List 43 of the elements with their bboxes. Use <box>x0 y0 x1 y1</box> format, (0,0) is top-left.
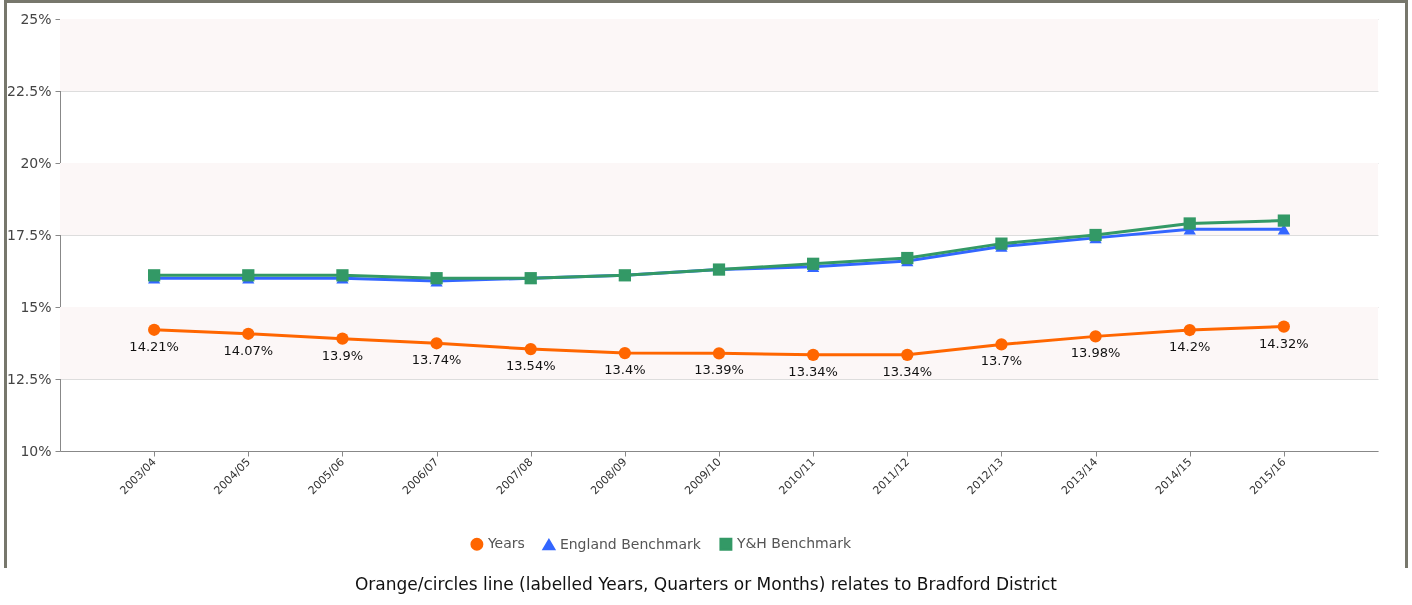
point <box>807 348 820 361</box>
data-label: 13.74% <box>411 352 462 368</box>
legend-label: Years <box>486 535 525 552</box>
y-tick-label: 17.5% <box>7 226 52 243</box>
point <box>1089 330 1102 343</box>
point <box>901 348 914 361</box>
point <box>618 346 631 360</box>
data-label: 14.21% <box>129 338 179 354</box>
point <box>1183 217 1196 230</box>
point <box>1183 323 1196 337</box>
data-label: 13.9% <box>321 347 364 363</box>
point <box>901 251 914 265</box>
data-label: 13.98% <box>1070 345 1121 361</box>
data-label: 14.32% <box>1259 335 1309 351</box>
data-label: 14.2% <box>1169 339 1211 355</box>
point <box>995 237 1008 250</box>
point <box>995 338 1008 351</box>
point <box>1277 214 1290 227</box>
legend-label: Y&H Benchmark <box>735 535 852 552</box>
y-tick-label: 15% <box>20 298 52 315</box>
point <box>712 347 726 360</box>
data-label: 13.39% <box>694 362 744 378</box>
point <box>148 323 161 336</box>
point <box>807 257 820 270</box>
data-label: 13.54% <box>505 358 556 374</box>
point <box>1277 320 1290 333</box>
y-tick-label: 25% <box>20 10 52 27</box>
point <box>242 327 255 340</box>
text: Orange/circles line (labelled Years, Quarters or Months) relates to Bradford District <box>353 574 1058 594</box>
data-label: 13.34% <box>788 363 838 379</box>
legend-label: England Benchmark <box>559 535 702 552</box>
y-tick-label: 22.5% <box>7 82 52 99</box>
point <box>1089 228 1102 242</box>
data-label: 13.4% <box>604 362 646 378</box>
data-label: 14.07% <box>223 342 274 358</box>
point <box>524 342 537 356</box>
point <box>430 337 443 350</box>
point <box>336 332 349 345</box>
y-tick-label: 20% <box>20 154 52 171</box>
data-label: 13.34% <box>882 363 933 379</box>
data-label: 13.7% <box>980 353 1023 369</box>
y-tick-label: 12.5% <box>7 370 52 387</box>
y-tick-label: 10% <box>20 442 52 459</box>
